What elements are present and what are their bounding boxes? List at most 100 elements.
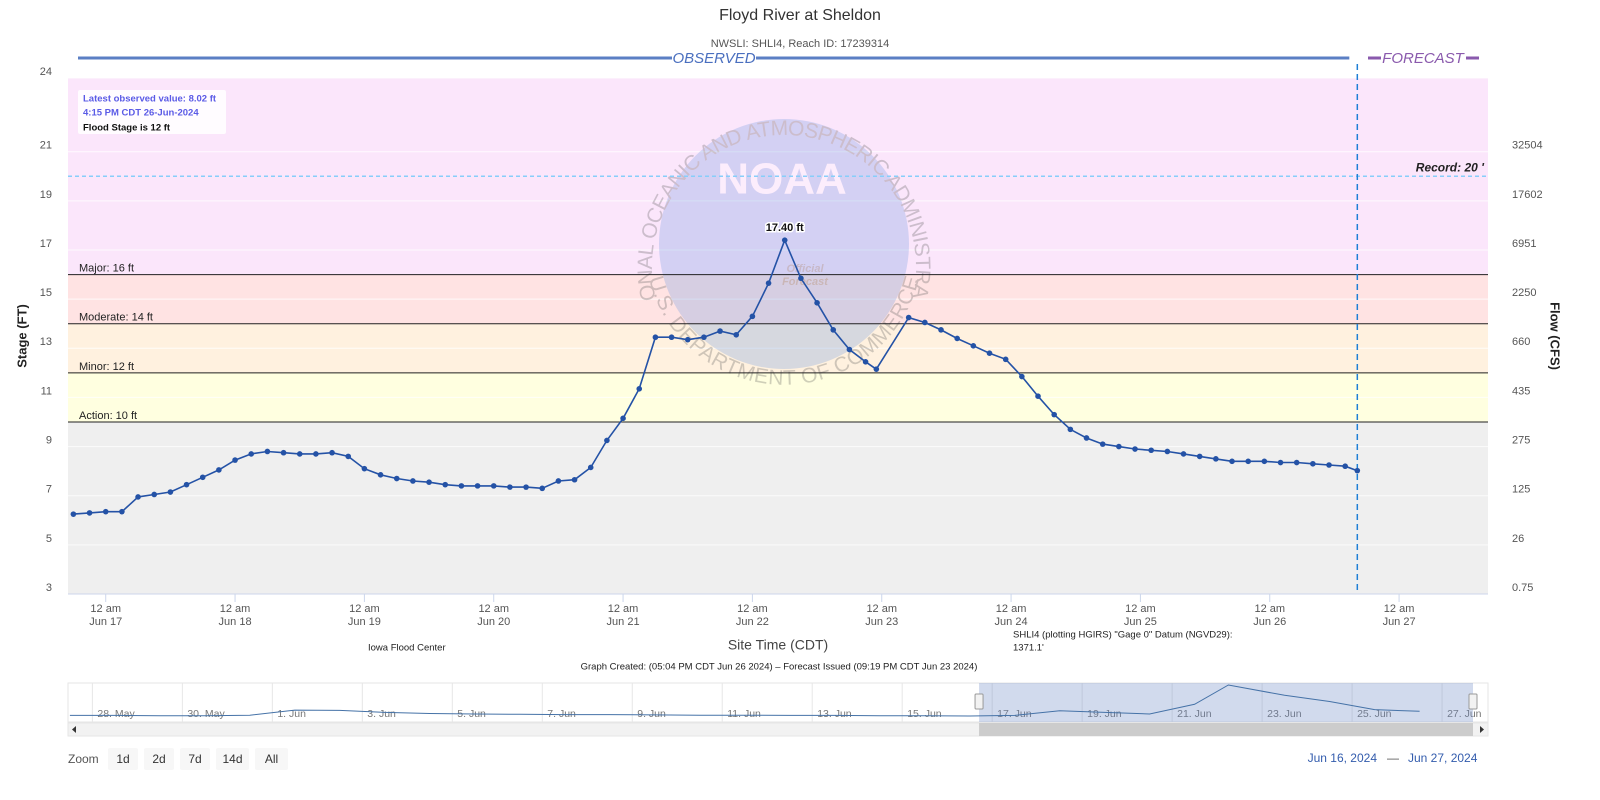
zoom-button-bg[interactable]	[255, 748, 288, 770]
stage-point	[216, 467, 222, 473]
stage-point	[458, 483, 465, 489]
zoom-button[interactable]: 14d	[216, 748, 249, 770]
navigator-tick-label: 3. Jun	[367, 708, 396, 720]
forecast-label: FORECAST	[1382, 50, 1466, 67]
zoom-button-label[interactable]: 2d	[152, 752, 165, 766]
stage-point	[490, 483, 497, 489]
scrollbar-left[interactable]	[72, 726, 76, 733]
navigator-tick-label: 28. May	[97, 708, 135, 720]
stage-point	[539, 485, 546, 492]
zoom-button-bg[interactable]	[180, 748, 210, 770]
zoom-button-bg[interactable]	[216, 748, 249, 770]
stage-point	[830, 327, 837, 333]
stage-point	[329, 449, 335, 456]
navigator-handle[interactable]	[974, 693, 984, 710]
range-to[interactable]: Jun 27, 2024	[1408, 751, 1478, 765]
zoom-button[interactable]: All	[255, 748, 288, 770]
y2-tick-label: 0.75	[1512, 582, 1533, 594]
stage-point	[167, 489, 174, 495]
zoom-label: Zoom	[68, 752, 99, 766]
scrollbar-thumb[interactable]	[979, 723, 1474, 736]
zoom-button[interactable]: 7d	[180, 748, 210, 770]
y-tick-label: 17	[40, 238, 52, 250]
stage-point	[410, 478, 416, 484]
stage-point	[1196, 453, 1203, 460]
x-tick-date: Jun 24	[995, 616, 1028, 628]
y-tick-label: 13	[40, 336, 52, 348]
range-from[interactable]: Jun 16, 2024	[1308, 751, 1378, 765]
stage-point	[199, 474, 206, 481]
credit-datum: SHLI4 (plotting HGIRS) "Gage 0" Datum (N…	[1013, 630, 1233, 641]
zoom-button-bg[interactable]	[108, 748, 138, 770]
x-tick-date: Jun 19	[348, 616, 381, 628]
band-base	[68, 422, 1488, 594]
x-tick-label: 12 am	[996, 603, 1027, 615]
watermark-stamp: Forecast	[782, 276, 829, 288]
x-tick-date: Jun 23	[865, 616, 898, 628]
navigator-selection	[979, 683, 1474, 722]
navigator-handle[interactable]	[1468, 693, 1478, 710]
x-tick-date: Jun 17	[89, 616, 122, 628]
y-tick-label: 15	[40, 287, 52, 299]
y-tick-label: 5	[46, 533, 52, 545]
stage-point	[1342, 463, 1348, 470]
info-latest: Latest observed value: 8.02 ft	[83, 94, 217, 105]
stage-point	[1099, 441, 1106, 447]
navigator-tick-label: 13. Jun	[817, 708, 852, 720]
y-tick-label: 11	[41, 385, 52, 397]
x-tick-label: 12 am	[1384, 603, 1415, 615]
zoom-button-label[interactable]: 7d	[188, 752, 201, 766]
y2-tick-label: 660	[1512, 336, 1530, 348]
stage-point	[684, 336, 691, 343]
flood-label: Major: 16 ft	[79, 262, 134, 274]
zoom-button-label[interactable]: 14d	[222, 752, 242, 766]
stage-point	[922, 319, 928, 326]
y-axis-title: Stage (FT)	[14, 304, 29, 368]
stage-point	[393, 475, 400, 482]
stage-point	[345, 453, 352, 460]
stage-point	[313, 451, 319, 457]
credit-source: Iowa Flood Center	[368, 643, 446, 654]
stage-point	[587, 464, 594, 471]
zoom-button-bg[interactable]	[144, 748, 174, 770]
y2-tick-label: 2250	[1512, 287, 1536, 299]
stage-point	[1148, 447, 1154, 454]
stage-point	[1051, 411, 1057, 418]
stage-point	[1164, 448, 1171, 455]
y2-tick-label: 17602	[1512, 189, 1543, 201]
stage-point	[151, 491, 158, 498]
zoom-button-label[interactable]: All	[265, 752, 278, 766]
y2-tick-label: 435	[1512, 385, 1530, 397]
navigator-tick-label: 11. Jun	[727, 708, 761, 720]
x-axis-title: Site Time (CDT)	[728, 637, 828, 653]
stage-point	[765, 280, 772, 286]
stage-point	[119, 508, 125, 515]
stage-point	[620, 415, 626, 422]
stage-point	[668, 334, 675, 341]
zoom-button[interactable]: 1d	[108, 748, 138, 770]
zoom-button-label[interactable]: 1d	[116, 752, 129, 766]
stage-point	[873, 366, 880, 372]
y-tick-label: 19	[40, 189, 52, 201]
stage-point	[1132, 446, 1138, 452]
y2-tick-label: 275	[1512, 434, 1530, 446]
navigator-tick-label: 30. May	[187, 708, 225, 720]
x-tick-date: Jun 22	[736, 616, 769, 628]
stage-point	[905, 314, 912, 321]
stage-point	[1310, 460, 1316, 467]
navigator-tick-label: 15. Jun	[907, 708, 942, 720]
stage-point	[1213, 456, 1219, 462]
stage-point	[507, 484, 513, 490]
zoom-button[interactable]: 2d	[144, 748, 174, 770]
x-tick-date: Jun 27	[1383, 616, 1416, 628]
stage-point	[1067, 426, 1074, 433]
x-tick-label: 12 am	[1125, 603, 1156, 615]
navigator-tick-label: 27. Jun	[1447, 708, 1482, 720]
stage-point	[361, 465, 368, 472]
x-tick-label: 12 am	[737, 603, 768, 615]
stage-point	[701, 334, 707, 341]
info-time: 4:15 PM CDT 26-Jun-2024	[83, 108, 199, 119]
scrollbar-right[interactable]	[1480, 726, 1484, 733]
y-tick-label: 9	[46, 434, 52, 446]
